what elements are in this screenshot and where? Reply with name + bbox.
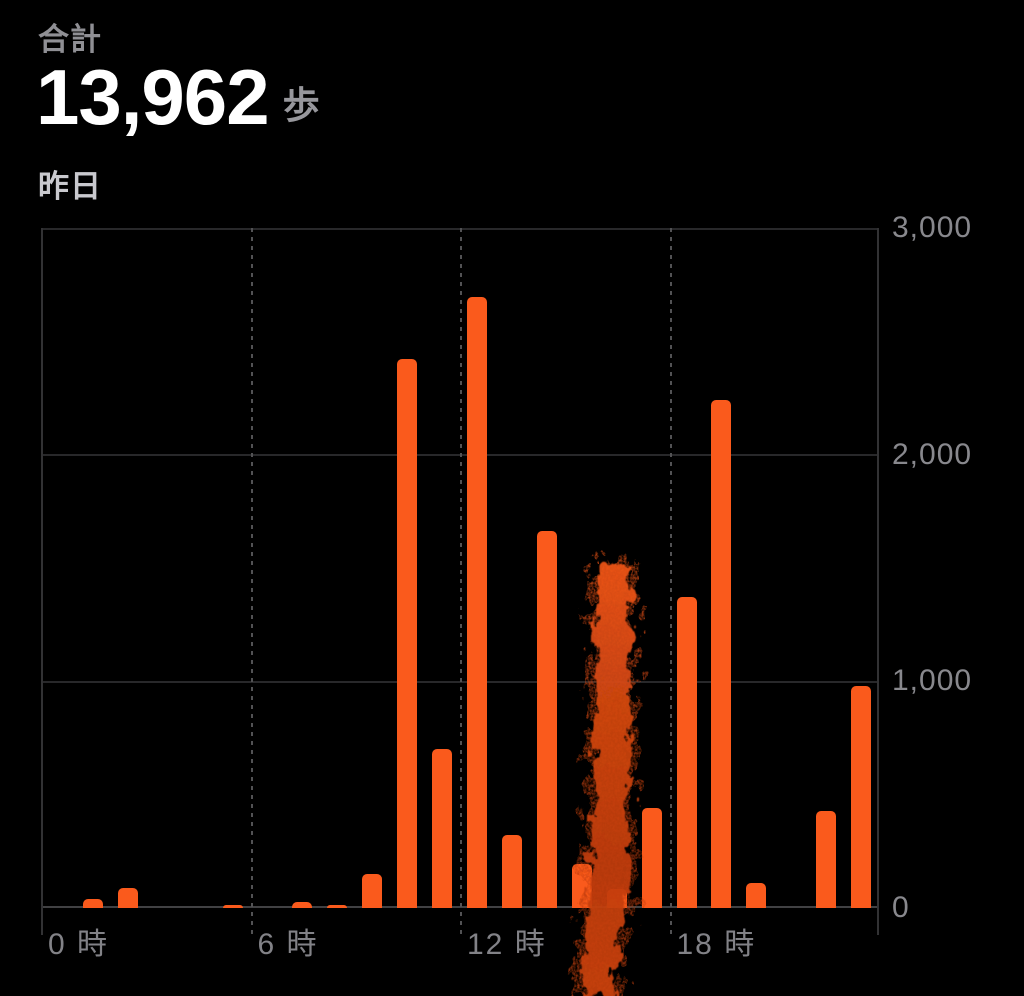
steps-unit-label: 歩 — [282, 85, 320, 126]
bar-hour-23[interactable] — [851, 686, 872, 908]
y-tick-3000: 3,000 — [892, 211, 973, 244]
bar-hour-13[interactable] — [501, 835, 522, 908]
total-steps-value: 13,962 — [36, 53, 270, 141]
y-tick-0: 0 — [892, 891, 910, 924]
bar-hour-14[interactable] — [536, 531, 557, 908]
dashed-gridline-12h — [460, 228, 462, 935]
bar-hour-2[interactable] — [117, 888, 138, 908]
bar-hour-12[interactable] — [467, 297, 487, 908]
plot-left-border — [41, 228, 43, 935]
chart-plot[interactable] — [41, 228, 879, 935]
bar-hour-17[interactable] — [641, 808, 662, 908]
bar-hour-8[interactable] — [327, 905, 348, 908]
bar-hour-20[interactable] — [746, 883, 767, 908]
plot-right-border — [877, 228, 879, 935]
total-label: 合計 — [38, 22, 102, 57]
dashed-gridline-18h — [670, 228, 672, 935]
bar-hour-10[interactable] — [397, 359, 418, 908]
bar-hour-19[interactable] — [711, 400, 732, 908]
x-tick-18h: 18 時 — [676, 928, 757, 961]
bar-hour-16[interactable] — [606, 889, 627, 908]
bar-hour-11[interactable] — [432, 749, 453, 908]
y-tick-2000: 2,000 — [892, 437, 973, 471]
y-tick-1000: 1,000 — [892, 664, 973, 698]
bar-hour-22[interactable] — [816, 811, 837, 908]
x-tick-0h: 0 時 — [48, 928, 110, 961]
dashed-gridline-6h — [251, 228, 253, 935]
x-tick-12h: 12 時 — [467, 928, 547, 961]
date-label: 昨日 — [38, 169, 102, 204]
x-tick-6h: 6 時 — [257, 928, 319, 961]
bar-hour-9[interactable] — [362, 874, 383, 908]
bar-hour-18[interactable] — [676, 597, 697, 908]
bar-hour-15[interactable] — [571, 864, 592, 908]
bar-hour-1[interactable] — [82, 899, 103, 908]
bar-hour-5[interactable] — [222, 905, 243, 908]
bar-hour-7[interactable] — [292, 902, 313, 908]
total-value-row: 13,962 歩 — [36, 58, 320, 136]
